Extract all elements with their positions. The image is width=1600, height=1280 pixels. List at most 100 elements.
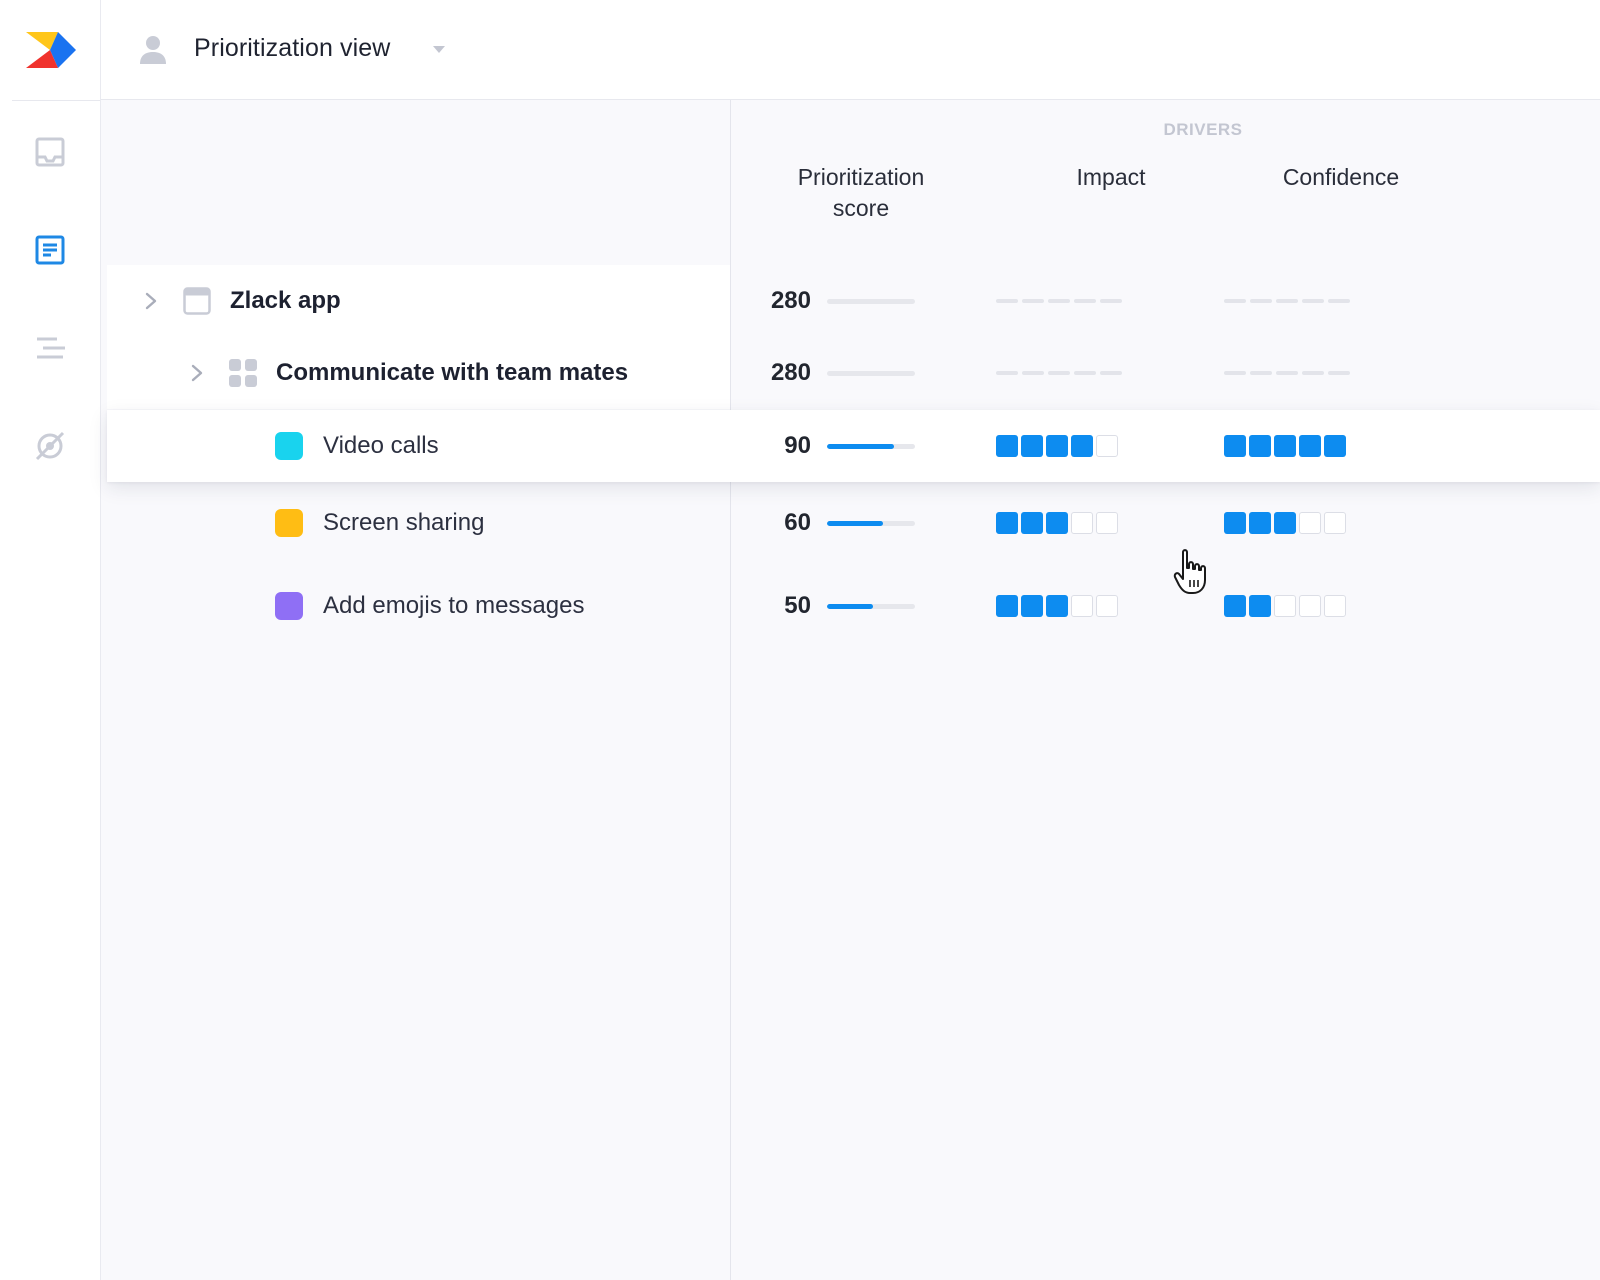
confidence-rating-square[interactable] — [1274, 512, 1296, 534]
score-value: 50 — [784, 592, 811, 619]
chevron-right-icon — [191, 364, 203, 382]
impact-rating-square[interactable] — [1046, 595, 1068, 617]
table-row[interactable]: Video calls 90 — [101, 410, 1600, 482]
impact-rating-square[interactable] — [1046, 512, 1068, 534]
roadmap-icon — [37, 337, 65, 359]
impact-rating[interactable] — [996, 512, 1118, 534]
score-bar-fill — [827, 604, 873, 609]
column-header-impact[interactable]: Impact — [1076, 164, 1146, 190]
impact-rating-square[interactable] — [1071, 595, 1093, 617]
impact-rating-square[interactable] — [1096, 512, 1118, 534]
impact-rating-square[interactable] — [1096, 595, 1118, 617]
empty-dash — [1328, 371, 1350, 375]
score-value-box: 60 — [761, 485, 811, 561]
confidence-rating[interactable] — [1224, 595, 1346, 617]
column-header-prioritization-score[interactable]: Prioritization score — [761, 162, 961, 224]
confidence-rating-square[interactable] — [1324, 435, 1346, 457]
component-grid-icon — [229, 359, 257, 387]
sidebar-item-insights[interactable] — [28, 424, 72, 468]
sidebar-item-inbox[interactable] — [28, 130, 72, 174]
impact-rating-square[interactable] — [1021, 595, 1043, 617]
impact-rating-square[interactable] — [996, 512, 1018, 534]
impact-rating-square[interactable] — [1096, 435, 1118, 457]
table-row[interactable]: Zlack app 280 — [101, 265, 1600, 337]
table-row[interactable]: Add emojis to messages 50 — [101, 568, 1600, 644]
impact-rating-square[interactable] — [1071, 512, 1093, 534]
view-dropdown-caret-icon[interactable] — [432, 44, 446, 54]
confidence-empty-placeholder — [1224, 371, 1350, 375]
prioritization-table: DRIVERS Prioritization score Impact Conf… — [101, 100, 1600, 1280]
score-bar — [827, 521, 915, 526]
inbox-icon — [35, 137, 65, 167]
confidence-rating-square[interactable] — [1249, 435, 1271, 457]
sidebar-item-features[interactable] — [28, 228, 72, 272]
table-row[interactable]: Screen sharing 60 — [101, 485, 1600, 561]
impact-empty-placeholder — [996, 371, 1122, 375]
impact-rating[interactable] — [996, 435, 1118, 457]
confidence-rating-square[interactable] — [1324, 512, 1346, 534]
chevron-right-icon — [145, 292, 157, 310]
empty-dash — [1302, 371, 1324, 375]
impact-rating-square[interactable] — [1021, 435, 1043, 457]
empty-dash — [1224, 371, 1246, 375]
empty-dash — [1302, 299, 1324, 303]
score-value: 90 — [784, 432, 811, 459]
score-bar-fill — [827, 444, 894, 449]
row-background — [107, 265, 730, 337]
sidebar-item-roadmap[interactable] — [28, 326, 72, 370]
prioritization-score-cell: 280 — [761, 265, 921, 337]
confidence-rating-square[interactable] — [1224, 595, 1246, 617]
empty-dash — [1276, 371, 1298, 375]
empty-dash — [996, 371, 1018, 375]
impact-rating-square[interactable] — [996, 435, 1018, 457]
row-label[interactable]: Zlack app — [230, 287, 341, 314]
empty-dash — [1074, 371, 1096, 375]
feature-color-swatch — [275, 592, 303, 620]
column-header-confidence[interactable]: Confidence — [1282, 164, 1400, 190]
component-icon — [229, 359, 257, 387]
empty-dash — [1250, 299, 1272, 303]
feature-color-swatch — [275, 432, 303, 460]
column-header-score-line1: Prioritization — [797, 164, 925, 190]
drivers-group-label: DRIVERS — [1163, 120, 1243, 139]
product-window-icon — [183, 287, 211, 315]
confidence-rating-square[interactable] — [1274, 435, 1296, 457]
confidence-rating-square[interactable] — [1299, 512, 1321, 534]
empty-dash — [1022, 371, 1044, 375]
column-header-score-line2: score — [832, 195, 890, 221]
confidence-rating-square[interactable] — [1324, 595, 1346, 617]
expand-chevron-icon[interactable] — [191, 364, 203, 382]
impact-rating-square[interactable] — [996, 595, 1018, 617]
row-label[interactable]: Communicate with team mates — [276, 359, 629, 386]
impact-rating-square[interactable] — [1021, 512, 1043, 534]
row-label[interactable]: Video calls — [323, 432, 439, 459]
user-icon — [140, 36, 166, 64]
feature-color-swatch — [275, 509, 303, 537]
row-background — [107, 337, 730, 409]
confidence-rating[interactable] — [1224, 512, 1346, 534]
page-title: Prioritization view — [194, 34, 391, 62]
impact-rating-square[interactable] — [1071, 435, 1093, 457]
impact-rating-square[interactable] — [1046, 435, 1068, 457]
confidence-rating-square[interactable] — [1274, 595, 1296, 617]
expand-chevron-icon[interactable] — [145, 292, 157, 310]
confidence-rating-square[interactable] — [1299, 435, 1321, 457]
empty-dash — [1250, 371, 1272, 375]
confidence-rating-square[interactable] — [1249, 595, 1271, 617]
app-logo[interactable] — [24, 30, 76, 68]
score-value-box: 90 — [761, 410, 811, 482]
row-label[interactable]: Screen sharing — [323, 509, 485, 536]
empty-dash — [1100, 299, 1122, 303]
confidence-rating-square[interactable] — [1224, 512, 1246, 534]
column-divider — [730, 100, 731, 1280]
score-value: 280 — [770, 359, 811, 386]
confidence-rating-square[interactable] — [1249, 512, 1271, 534]
score-bar — [827, 299, 915, 304]
confidence-rating-square[interactable] — [1224, 435, 1246, 457]
confidence-rating-square[interactable] — [1299, 595, 1321, 617]
table-row[interactable]: Communicate with team mates 280 — [101, 337, 1600, 409]
confidence-rating[interactable] — [1224, 435, 1346, 457]
score-value-box: 280 — [761, 337, 811, 409]
impact-rating[interactable] — [996, 595, 1118, 617]
row-label[interactable]: Add emojis to messages — [323, 592, 585, 619]
